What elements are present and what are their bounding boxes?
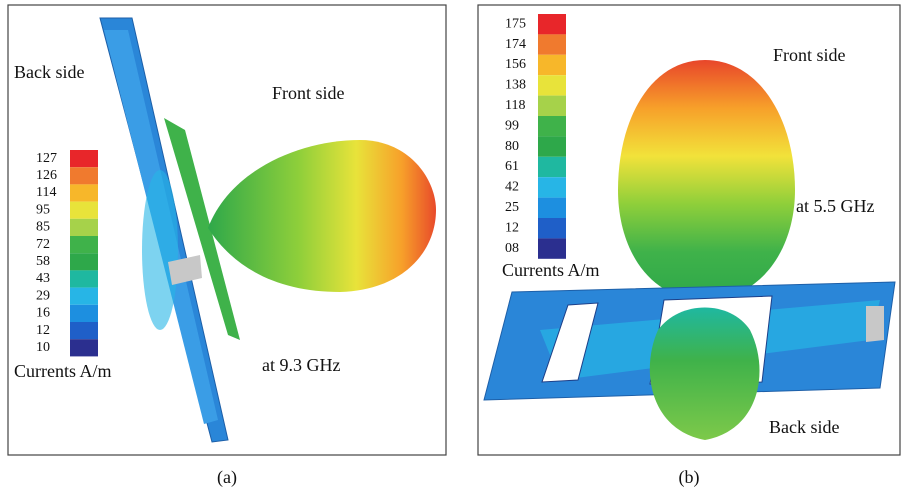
front-label: Front side	[272, 83, 345, 103]
colorbar-swatch	[538, 238, 566, 258]
current-area	[142, 170, 178, 330]
colorbar-swatch	[538, 116, 566, 136]
legend-title: Currents A/m	[14, 361, 112, 381]
colorbar-label: 58	[36, 254, 50, 269]
figure: Back side Front side at 9.3 GHz Currents…	[0, 0, 904, 496]
colorbar-swatch	[70, 202, 98, 219]
colorbar-swatch	[70, 305, 98, 322]
colorbar-label: 43	[36, 271, 50, 286]
colorbar-label: 99	[505, 118, 519, 133]
colorbar-label: 156	[505, 57, 526, 72]
colorbar-swatch	[70, 270, 98, 287]
colorbar-label: 72	[36, 237, 50, 252]
colorbar-swatch	[538, 14, 566, 34]
legend-title: Currents A/m	[502, 260, 600, 280]
caption: (b)	[679, 467, 700, 488]
colorbar-label: 80	[505, 139, 519, 154]
colorbar-label: 126	[36, 168, 57, 183]
colorbar-swatch	[70, 150, 98, 167]
colorbar-swatch	[70, 236, 98, 253]
colorbar-swatch	[538, 177, 566, 197]
caption: (a)	[217, 467, 237, 488]
colorbar-swatch	[538, 55, 566, 75]
colorbar-swatch	[538, 136, 566, 156]
feed-port	[866, 306, 884, 342]
colorbar-label: 12	[36, 323, 50, 338]
colorbar-swatch	[538, 157, 566, 177]
colorbar-swatch	[70, 167, 98, 184]
colorbar-swatch	[538, 218, 566, 238]
colorbar-label: 12	[505, 220, 519, 235]
front-label: Front side	[773, 45, 846, 65]
colorbar-label: 29	[36, 288, 50, 303]
colorbar-swatch	[70, 288, 98, 305]
radiation-lobe	[618, 60, 795, 300]
colorbar-label: 85	[36, 220, 50, 235]
colorbar-label: 42	[505, 180, 519, 195]
page: Back side Front side at 9.3 GHz Currents…	[0, 0, 904, 496]
colorbar-swatch	[70, 219, 98, 236]
back-label: Back side	[14, 62, 84, 82]
frequency-label: at 5.5 GHz	[796, 196, 874, 216]
colorbar-label: 61	[505, 159, 519, 174]
colorbar-label: 95	[36, 202, 50, 217]
colorbar-swatch	[70, 322, 98, 339]
colorbar-swatch	[70, 253, 98, 270]
colorbar-label: 10	[36, 340, 50, 355]
colorbar-label: 16	[36, 306, 50, 321]
colorbar-swatch	[538, 75, 566, 95]
colorbar-swatch	[70, 339, 98, 356]
colorbar-label: 08	[505, 241, 519, 256]
colorbar-swatch	[538, 34, 566, 54]
colorbar-swatch	[538, 198, 566, 218]
colorbar-label: 25	[505, 200, 519, 215]
colorbar-label: 118	[505, 98, 525, 113]
colorbar-swatch	[70, 184, 98, 201]
colorbar-label: 127	[36, 151, 57, 166]
colorbar-swatch	[538, 96, 566, 116]
colorbar-label: 138	[505, 78, 526, 93]
back-label: Back side	[769, 417, 839, 437]
colorbar-label: 175	[505, 16, 526, 31]
colorbar-label: 174	[505, 37, 526, 52]
colorbar-label: 114	[36, 185, 56, 200]
frequency-label: at 9.3 GHz	[262, 355, 340, 375]
